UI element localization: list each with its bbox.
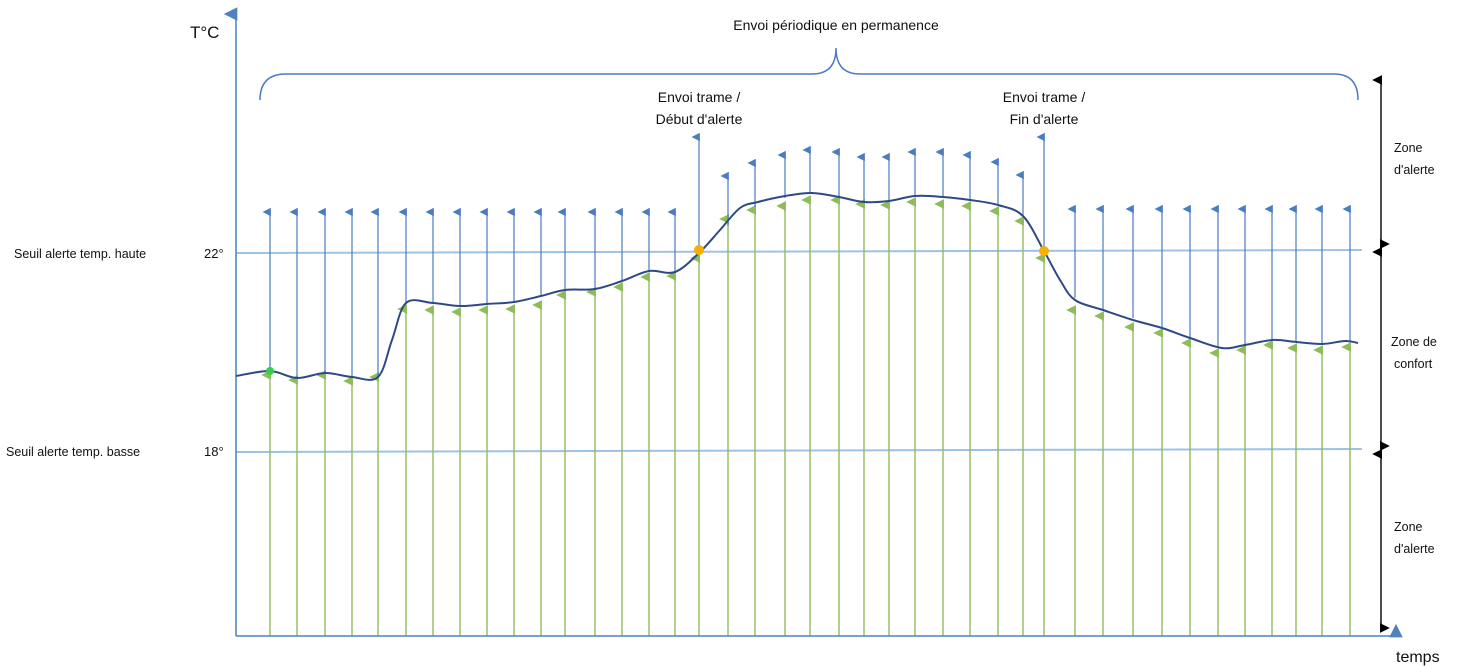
alert-end-line1: Envoi trame /	[1003, 89, 1086, 105]
brace-label: Envoi périodique en permanence	[733, 17, 939, 33]
green-arrows	[270, 200, 1350, 636]
zone-comfort-line1: Zone de	[1391, 335, 1437, 349]
threshold-line-low	[236, 449, 1362, 452]
threshold-high-value: 22°	[204, 246, 224, 261]
zone-upper-line1: Zone	[1394, 141, 1423, 155]
periodic-brace	[260, 48, 1358, 100]
zone-lower-line2: d'alerte	[1394, 542, 1435, 556]
alert-start-line2: Début d'alerte	[656, 111, 743, 127]
alert-end-line2: Fin d'alerte	[1010, 111, 1079, 127]
zone-lower-line1: Zone	[1394, 520, 1423, 534]
alert-start-marker	[694, 245, 704, 255]
threshold-low-label: Seuil alerte temp. basse	[6, 445, 140, 459]
alert-start-line1: Envoi trame /	[658, 89, 741, 105]
zone-upper-line2: d'alerte	[1394, 163, 1435, 177]
start-point-marker	[266, 367, 274, 375]
threshold-high-label: Seuil alerte temp. haute	[14, 247, 146, 261]
threshold-line-high	[236, 250, 1362, 253]
x-axis-label: temps	[1396, 649, 1440, 666]
y-axis-label: T°C	[190, 23, 219, 42]
threshold-low-value: 18°	[204, 444, 224, 459]
alert-end-marker	[1039, 246, 1049, 256]
zone-comfort-line2: confort	[1394, 357, 1433, 371]
